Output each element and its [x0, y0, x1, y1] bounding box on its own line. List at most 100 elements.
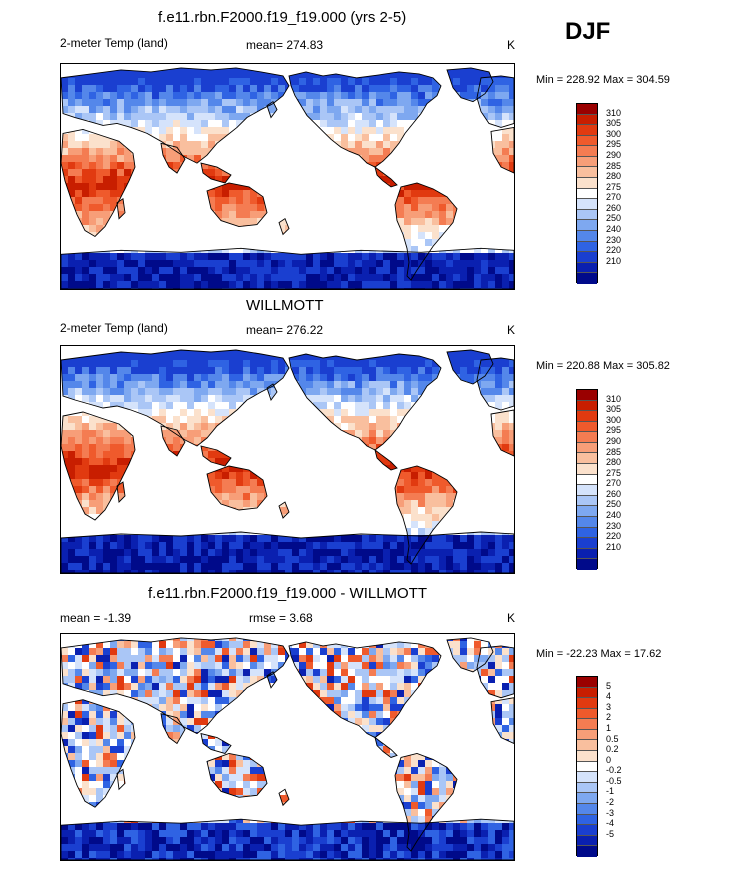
grid-cell: [509, 669, 514, 677]
grid-cell: [173, 134, 181, 142]
grid-cell: [187, 190, 195, 198]
grid-cell: [292, 360, 300, 368]
grid-cell: [481, 134, 489, 142]
grid-cell: [362, 648, 370, 656]
grid-cell: [369, 232, 377, 240]
grid-cell: [166, 274, 174, 282]
grid-cell: [243, 458, 251, 466]
grid-cell: [236, 232, 244, 240]
grid-cell: [397, 260, 405, 268]
grid-cell: [194, 402, 202, 410]
grid-cell: [355, 85, 363, 93]
grid-cell: [313, 197, 321, 205]
grid-cell: [439, 570, 447, 573]
grid-cell: [453, 239, 461, 247]
grid-cell: [243, 542, 251, 550]
grid-cell: [278, 134, 286, 142]
grid-cell: [89, 549, 97, 557]
grid-cell: [320, 218, 328, 226]
grid-cell: [376, 676, 384, 684]
grid-cell: [334, 78, 342, 86]
grid-cell: [488, 183, 496, 191]
grid-cell: [495, 416, 503, 424]
grid-cell: [61, 402, 69, 410]
grid-cell: [264, 350, 272, 354]
grid-cell: [229, 232, 237, 240]
grid-cell: [495, 183, 503, 191]
grid-cell: [488, 479, 496, 487]
grid-cell: [418, 162, 426, 170]
grid-cell: [236, 353, 244, 361]
grid-cell: [341, 521, 349, 529]
grid-cell: [180, 409, 188, 417]
grid-cell: [166, 423, 174, 431]
grid-cell: [362, 486, 370, 494]
grid-cell: [145, 67, 153, 72]
grid-cell: [432, 260, 440, 268]
colorbar-swatch: [577, 167, 597, 179]
grid-cell: [194, 85, 202, 93]
grid-cell: [348, 409, 356, 417]
grid-cell: [215, 451, 223, 459]
grid-cell: [292, 409, 300, 417]
grid-cell: [404, 148, 412, 156]
grid-cell: [369, 239, 377, 247]
grid-cell: [460, 155, 468, 163]
grid-cell: [383, 402, 391, 410]
grid-cell: [411, 409, 419, 417]
grid-cell: [96, 374, 104, 382]
grid-cell: [348, 451, 356, 459]
grid-cell: [250, 423, 258, 431]
grid-cell: [96, 662, 104, 670]
grid-cell: [327, 514, 335, 522]
grid-cell: [320, 402, 328, 410]
grid-cell: [355, 556, 363, 564]
grid-cell: [264, 556, 272, 564]
grid-cell: [194, 92, 202, 100]
grid-cell: [250, 528, 258, 536]
grid-cell: [376, 99, 384, 107]
grid-cell: [236, 676, 244, 684]
grid-cell: [271, 367, 279, 375]
grid-cell: [257, 288, 265, 289]
grid-cell: [355, 274, 363, 282]
grid-cell: [180, 514, 188, 522]
grid-cell: [495, 521, 503, 529]
grid-cell: [362, 423, 370, 431]
grid-cell: [96, 127, 104, 135]
grid-cell: [411, 353, 419, 361]
grid-cell: [446, 106, 454, 114]
grid-cell: [474, 437, 482, 445]
grid-cell: [418, 381, 426, 389]
grid-cell: [222, 528, 230, 536]
grid-cell: [278, 183, 286, 191]
grid-cell: [390, 374, 398, 382]
grid-cell: [75, 85, 83, 93]
grid-cell: [152, 106, 160, 114]
grid-cell: [215, 388, 223, 396]
grid-cell: [173, 353, 181, 361]
grid-cell: [376, 493, 384, 501]
grid-cell: [166, 239, 174, 247]
panel-1-variable-label: 2-meter Temp (land): [60, 36, 168, 50]
grid-cell: [180, 288, 188, 289]
grid-cell: [425, 239, 433, 247]
grid-cell: [488, 669, 496, 677]
grid-cell: [89, 521, 97, 529]
grid-cell: [110, 662, 118, 670]
grid-cell: [117, 423, 125, 431]
grid-cell: [404, 381, 412, 389]
grid-cell: [271, 239, 279, 247]
grid-cell: [292, 134, 300, 142]
grid-cell: [138, 465, 146, 473]
grid-cell: [152, 225, 160, 233]
grid-cell: [481, 388, 489, 396]
grid-cell: [110, 402, 118, 410]
grid-cell: [110, 281, 118, 289]
grid-cell: [348, 465, 356, 473]
grid-cell: [397, 637, 405, 642]
grid-cell: [453, 148, 461, 156]
grid-cell: [467, 288, 475, 289]
grid-cell: [495, 655, 503, 663]
grid-cell: [502, 388, 510, 396]
